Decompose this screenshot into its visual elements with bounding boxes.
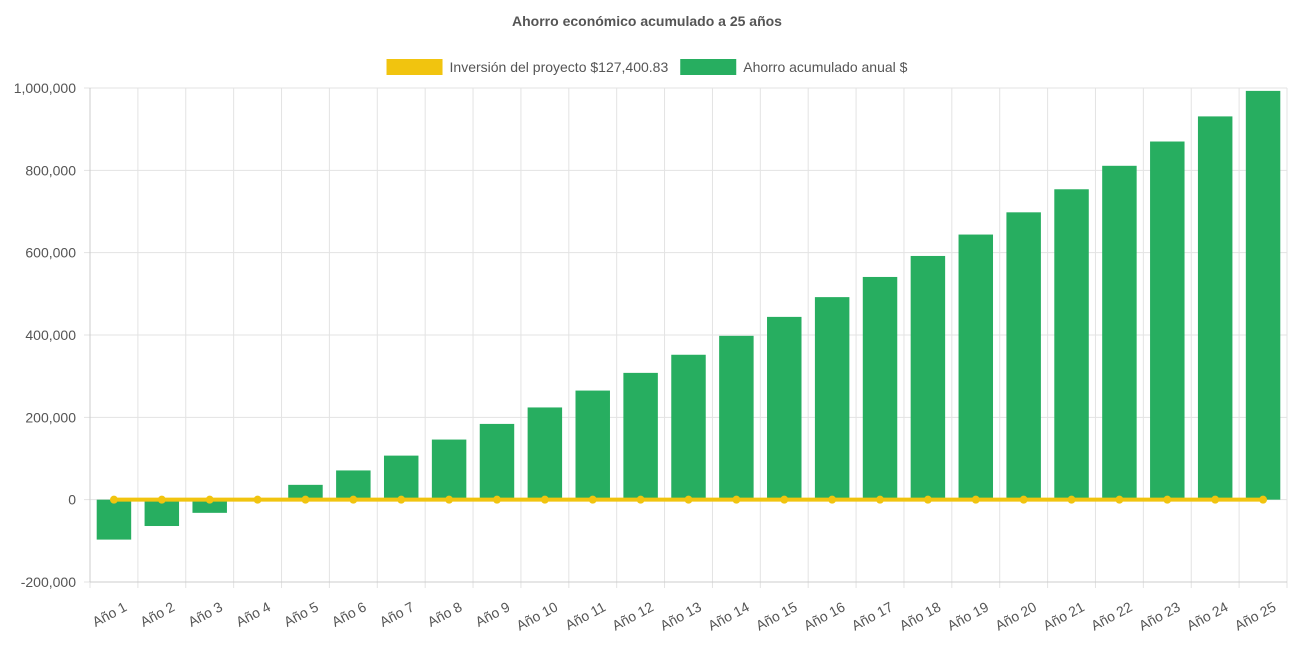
- line-point[interactable]: [1163, 495, 1172, 504]
- line-point[interactable]: [109, 495, 118, 504]
- line-point[interactable]: [876, 495, 885, 504]
- line-point[interactable]: [253, 495, 262, 504]
- bar[interactable]: [288, 484, 323, 500]
- line-point[interactable]: [588, 495, 597, 504]
- legend-label: Inversión del proyecto $127,400.83: [450, 59, 669, 75]
- x-tick-label: Año 12: [609, 598, 656, 633]
- line-point[interactable]: [923, 495, 932, 504]
- y-tick-label: 600,000: [25, 245, 76, 261]
- x-tick-label: Año 1: [90, 598, 130, 629]
- bar[interactable]: [1102, 165, 1137, 500]
- legend-swatch: [386, 59, 443, 75]
- legend-label: Ahorro acumulado anual $: [743, 59, 907, 75]
- line-point[interactable]: [349, 495, 358, 504]
- x-tick-label: Año 20: [992, 598, 1039, 633]
- bar[interactable]: [527, 407, 563, 500]
- line-point[interactable]: [301, 495, 310, 504]
- bar[interactable]: [671, 354, 706, 500]
- bar[interactable]: [479, 423, 515, 500]
- x-tick-label: Año 19: [944, 598, 991, 633]
- x-tick-label: Año 11: [562, 598, 608, 633]
- legend-swatch: [680, 59, 737, 75]
- y-tick-label: 800,000: [25, 162, 76, 178]
- line-point[interactable]: [205, 495, 214, 504]
- bar[interactable]: [910, 255, 946, 500]
- line-point[interactable]: [828, 495, 837, 504]
- bar[interactable]: [383, 455, 419, 500]
- x-axis: Año 1 Año 2 Año 3 Año 4 Año 5 Año 6 Año 7 Año 8…: [90, 598, 1279, 633]
- line-series: [109, 495, 1268, 504]
- line-point[interactable]: [1115, 495, 1124, 504]
- bar[interactable]: [862, 276, 898, 500]
- bar[interactable]: [623, 372, 658, 500]
- grid: [84, 87, 1288, 588]
- x-tick-label: Año 8: [425, 598, 465, 629]
- x-tick-label: Año 14: [705, 598, 752, 633]
- bar[interactable]: [1245, 90, 1281, 500]
- bar[interactable]: [719, 335, 754, 500]
- x-tick-label: Año 17: [849, 598, 896, 633]
- chart-title: Ahorro económico acumulado a 25 años: [512, 13, 782, 29]
- x-tick-label: Año 23: [1136, 598, 1183, 633]
- line-point[interactable]: [732, 495, 741, 504]
- line-point[interactable]: [780, 495, 789, 504]
- bar[interactable]: [958, 234, 994, 500]
- bar[interactable]: [1054, 189, 1089, 500]
- x-tick-label: Año 10: [514, 598, 561, 633]
- bar[interactable]: [144, 499, 180, 527]
- bar-series: [96, 90, 1281, 540]
- bar[interactable]: [1197, 116, 1233, 500]
- line-point[interactable]: [397, 495, 406, 504]
- line-point[interactable]: [684, 495, 693, 504]
- x-tick-label: Año 24: [1184, 598, 1231, 633]
- y-tick-label: 400,000: [25, 327, 76, 343]
- line-point[interactable]: [636, 495, 645, 504]
- line-point[interactable]: [445, 495, 454, 504]
- line-point[interactable]: [1259, 495, 1268, 504]
- legend-item[interactable]: Ahorro acumulado anual $: [680, 59, 908, 75]
- y-tick-label: 200,000: [25, 409, 76, 425]
- x-tick-label: Año 13: [657, 598, 704, 633]
- x-tick-label: Año 21: [1040, 598, 1087, 633]
- y-tick-label: 1,000,000: [14, 80, 76, 96]
- x-tick-label: Año 18: [897, 598, 944, 633]
- bar[interactable]: [767, 316, 802, 500]
- line-point[interactable]: [1211, 495, 1220, 504]
- x-tick-label: Año 25: [1232, 598, 1279, 633]
- bar[interactable]: [431, 439, 467, 500]
- line-point[interactable]: [1019, 495, 1028, 504]
- line-point[interactable]: [1067, 495, 1076, 504]
- legend[interactable]: Inversión del proyecto $127,400.83 Ahorro…: [386, 59, 908, 75]
- line-point[interactable]: [492, 495, 501, 504]
- x-tick-label: Año 9: [473, 598, 513, 629]
- y-tick-label: 0: [68, 492, 76, 508]
- bar[interactable]: [814, 297, 850, 500]
- bar[interactable]: [192, 499, 227, 513]
- x-tick-label: Año 6: [329, 598, 369, 629]
- x-tick-label: Año 15: [753, 598, 800, 633]
- x-tick-label: Año 5: [281, 598, 321, 629]
- bar[interactable]: [575, 390, 610, 500]
- x-tick-label: Año 22: [1088, 598, 1135, 633]
- y-axis: -200,000 0 200,000 400,000 600,000 800,000 1,0…: [14, 80, 77, 590]
- bar[interactable]: [336, 470, 371, 500]
- legend-item[interactable]: Inversión del proyecto $127,400.83: [386, 59, 669, 75]
- x-tick-label: Año 2: [137, 598, 177, 629]
- bar[interactable]: [1150, 141, 1185, 500]
- bar[interactable]: [1006, 212, 1041, 500]
- line-point[interactable]: [157, 495, 166, 504]
- x-tick-label: Año 3: [185, 598, 225, 629]
- line-point[interactable]: [540, 495, 549, 504]
- x-tick-label: Año 4: [233, 598, 273, 629]
- bar[interactable]: [96, 499, 132, 540]
- x-tick-label: Año 7: [377, 598, 417, 629]
- line-point[interactable]: [971, 495, 980, 504]
- y-tick-label: -200,000: [21, 574, 76, 590]
- x-tick-label: Año 16: [801, 598, 848, 633]
